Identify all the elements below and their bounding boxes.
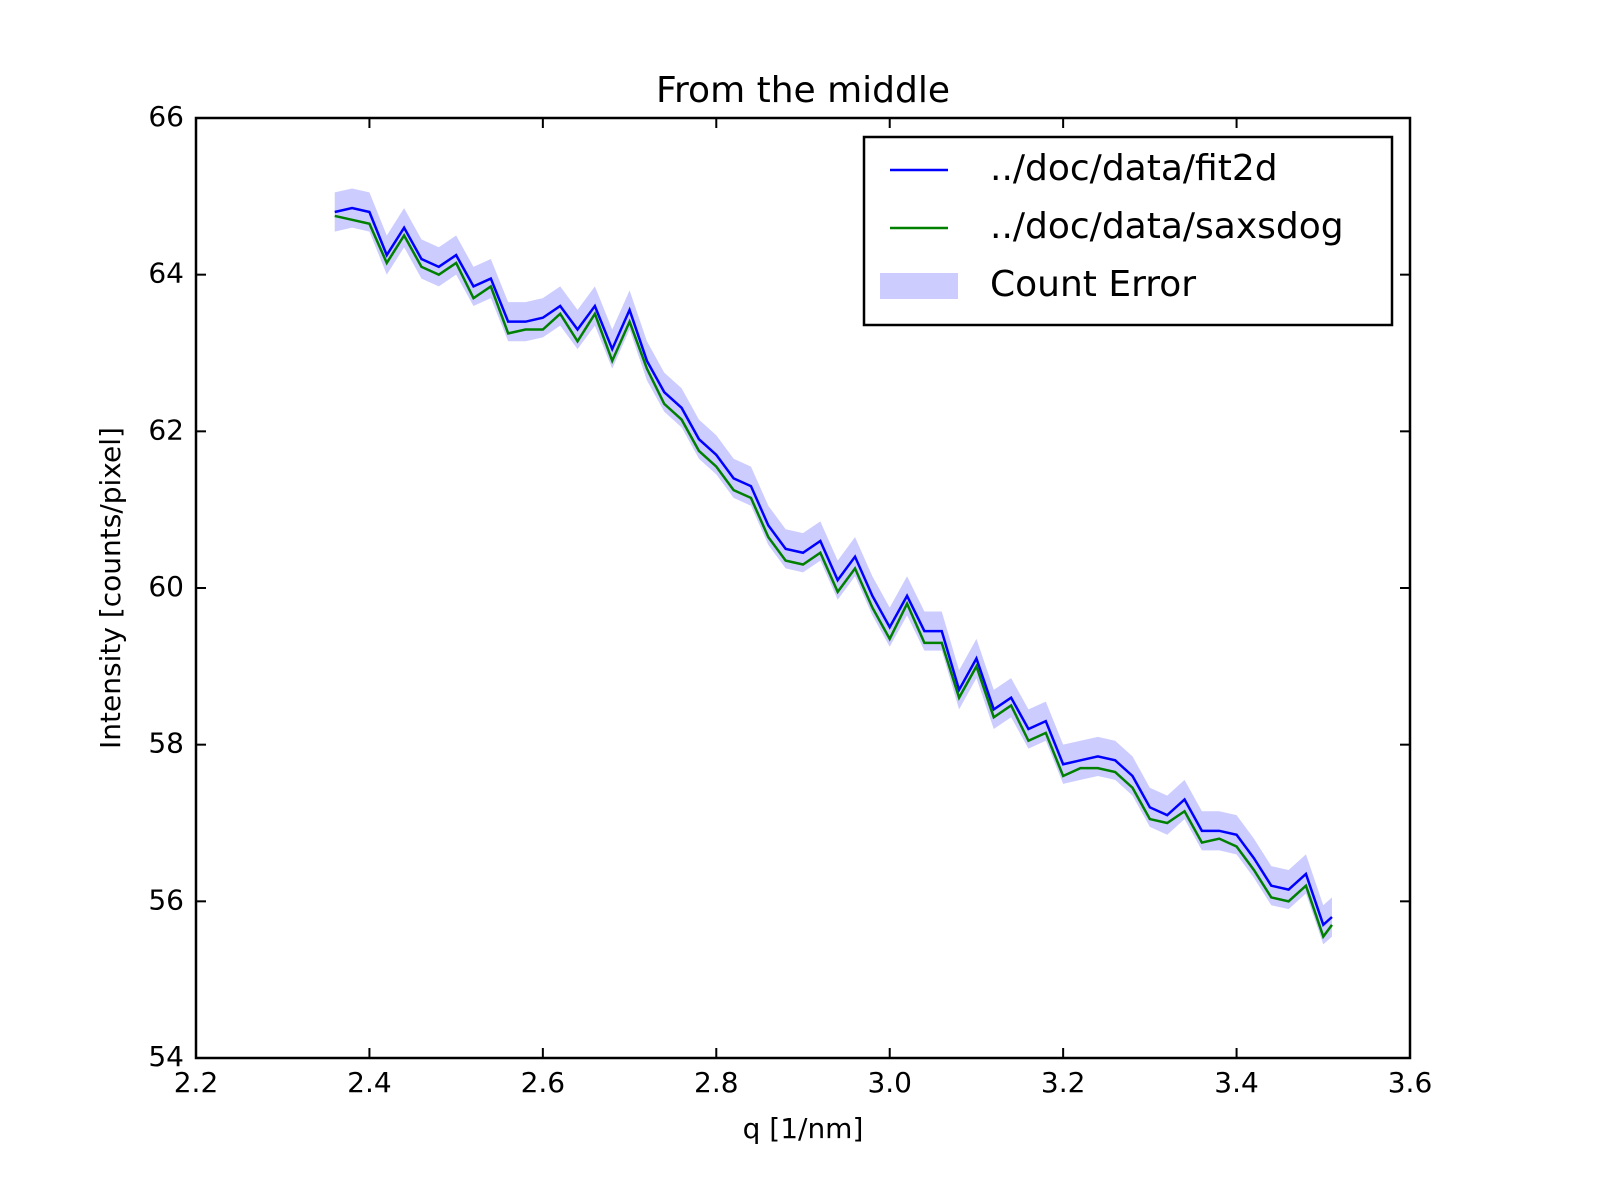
x-tick-label: 3.4 xyxy=(1214,1066,1259,1099)
y-axis-label: Intensity [counts/pixel] xyxy=(94,427,127,749)
y-tick-label: 60 xyxy=(148,570,184,603)
error-band xyxy=(334,188,1332,945)
y-tick-label: 64 xyxy=(148,257,184,290)
y-tick-label: 56 xyxy=(148,883,184,916)
x-tick-label: 3.0 xyxy=(867,1066,912,1099)
x-tick-label: 3.2 xyxy=(1041,1066,1086,1099)
chart-title: From the middle xyxy=(656,70,950,111)
legend-label: ../doc/data/saxsdog xyxy=(990,206,1344,247)
x-tick-label: 2.4 xyxy=(347,1066,392,1099)
x-axis-label: q [1/nm] xyxy=(743,1112,864,1145)
series-line xyxy=(334,214,1333,940)
x-tick-label: 3.6 xyxy=(1388,1066,1433,1099)
legend-swatch xyxy=(880,273,958,299)
x-tick-label: 2.6 xyxy=(521,1066,566,1099)
series-line xyxy=(334,206,1333,928)
legend-label: Count Error xyxy=(990,264,1196,305)
y-tick-label: 62 xyxy=(148,413,184,446)
x-tick-label: 2.2 xyxy=(174,1066,219,1099)
x-tick-label: 2.8 xyxy=(694,1066,739,1099)
y-tick-label: 54 xyxy=(148,1040,184,1073)
legend-label: ../doc/data/fit2d xyxy=(990,148,1278,189)
y-tick-label: 66 xyxy=(148,100,184,133)
y-tick-label: 58 xyxy=(148,727,184,760)
